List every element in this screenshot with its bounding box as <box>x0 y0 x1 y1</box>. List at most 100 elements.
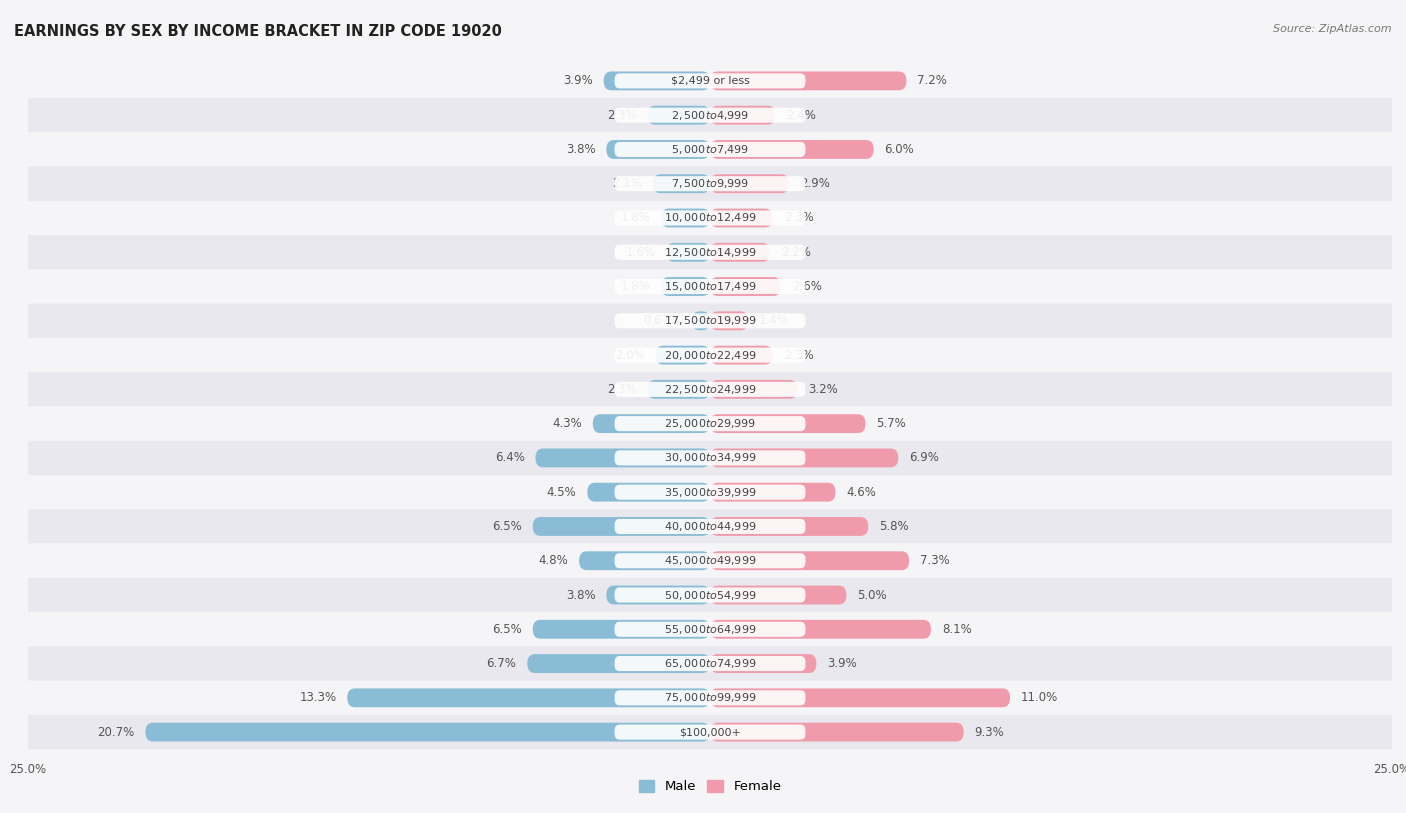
Text: 2.9%: 2.9% <box>800 177 830 190</box>
FancyBboxPatch shape <box>606 140 710 159</box>
Text: $20,000 to $22,499: $20,000 to $22,499 <box>664 349 756 362</box>
Text: 5.7%: 5.7% <box>876 417 905 430</box>
FancyBboxPatch shape <box>710 414 866 433</box>
Text: 2.2%: 2.2% <box>780 246 811 259</box>
FancyBboxPatch shape <box>710 106 776 124</box>
FancyBboxPatch shape <box>145 723 710 741</box>
FancyBboxPatch shape <box>710 654 817 673</box>
FancyBboxPatch shape <box>710 380 797 399</box>
FancyBboxPatch shape <box>606 585 710 604</box>
FancyBboxPatch shape <box>614 142 806 157</box>
Text: 6.4%: 6.4% <box>495 451 524 464</box>
FancyBboxPatch shape <box>614 245 806 260</box>
Text: $100,000+: $100,000+ <box>679 727 741 737</box>
FancyBboxPatch shape <box>28 544 1392 578</box>
Text: 5.8%: 5.8% <box>879 520 908 533</box>
Text: 4.6%: 4.6% <box>846 485 876 498</box>
FancyBboxPatch shape <box>661 277 710 296</box>
Text: Source: ZipAtlas.com: Source: ZipAtlas.com <box>1274 24 1392 34</box>
FancyBboxPatch shape <box>28 646 1392 680</box>
Text: EARNINGS BY SEX BY INCOME BRACKET IN ZIP CODE 19020: EARNINGS BY SEX BY INCOME BRACKET IN ZIP… <box>14 24 502 39</box>
FancyBboxPatch shape <box>710 209 773 228</box>
FancyBboxPatch shape <box>710 689 1010 707</box>
FancyBboxPatch shape <box>647 380 710 399</box>
Text: 6.0%: 6.0% <box>884 143 914 156</box>
Text: 2.6%: 2.6% <box>792 280 821 293</box>
Legend: Male, Female: Male, Female <box>633 775 787 798</box>
FancyBboxPatch shape <box>614 73 806 89</box>
FancyBboxPatch shape <box>692 311 710 330</box>
FancyBboxPatch shape <box>28 133 1392 167</box>
FancyBboxPatch shape <box>28 509 1392 544</box>
Text: $15,000 to $17,499: $15,000 to $17,499 <box>664 280 756 293</box>
FancyBboxPatch shape <box>710 620 931 639</box>
FancyBboxPatch shape <box>710 277 780 296</box>
FancyBboxPatch shape <box>28 372 1392 406</box>
FancyBboxPatch shape <box>28 98 1392 133</box>
FancyBboxPatch shape <box>614 382 806 397</box>
FancyBboxPatch shape <box>710 346 773 364</box>
Text: 3.8%: 3.8% <box>565 589 596 602</box>
Text: $17,500 to $19,999: $17,500 to $19,999 <box>664 315 756 328</box>
FancyBboxPatch shape <box>614 724 806 740</box>
Text: 7.2%: 7.2% <box>917 75 948 88</box>
Text: 6.7%: 6.7% <box>486 657 516 670</box>
Text: 9.3%: 9.3% <box>974 725 1004 738</box>
FancyBboxPatch shape <box>652 174 710 193</box>
FancyBboxPatch shape <box>579 551 710 570</box>
FancyBboxPatch shape <box>710 449 898 467</box>
Text: $65,000 to $74,999: $65,000 to $74,999 <box>664 657 756 670</box>
Text: 7.3%: 7.3% <box>920 554 950 567</box>
Text: 2.3%: 2.3% <box>783 211 814 224</box>
Text: 4.3%: 4.3% <box>553 417 582 430</box>
Text: 6.9%: 6.9% <box>910 451 939 464</box>
Text: $2,499 or less: $2,499 or less <box>671 76 749 86</box>
Text: 5.0%: 5.0% <box>858 589 887 602</box>
Text: 6.5%: 6.5% <box>492 520 522 533</box>
FancyBboxPatch shape <box>614 107 806 123</box>
Text: 20.7%: 20.7% <box>97 725 135 738</box>
Text: $22,500 to $24,999: $22,500 to $24,999 <box>664 383 756 396</box>
FancyBboxPatch shape <box>527 654 710 673</box>
FancyBboxPatch shape <box>661 209 710 228</box>
FancyBboxPatch shape <box>710 243 770 262</box>
Text: 1.8%: 1.8% <box>620 280 650 293</box>
FancyBboxPatch shape <box>614 656 806 671</box>
Text: $2,500 to $4,999: $2,500 to $4,999 <box>671 109 749 122</box>
FancyBboxPatch shape <box>28 578 1392 612</box>
FancyBboxPatch shape <box>655 346 710 364</box>
FancyBboxPatch shape <box>614 519 806 534</box>
FancyBboxPatch shape <box>710 311 748 330</box>
Text: 2.1%: 2.1% <box>612 177 643 190</box>
Text: $35,000 to $39,999: $35,000 to $39,999 <box>664 485 756 498</box>
Text: 4.5%: 4.5% <box>547 485 576 498</box>
FancyBboxPatch shape <box>28 338 1392 372</box>
FancyBboxPatch shape <box>28 441 1392 475</box>
Text: 13.3%: 13.3% <box>299 691 336 704</box>
FancyBboxPatch shape <box>710 551 910 570</box>
Text: $30,000 to $34,999: $30,000 to $34,999 <box>664 451 756 464</box>
FancyBboxPatch shape <box>28 406 1392 441</box>
FancyBboxPatch shape <box>28 680 1392 715</box>
Text: $10,000 to $12,499: $10,000 to $12,499 <box>664 211 756 224</box>
Text: $25,000 to $29,999: $25,000 to $29,999 <box>664 417 756 430</box>
FancyBboxPatch shape <box>710 174 789 193</box>
Text: 1.8%: 1.8% <box>620 211 650 224</box>
FancyBboxPatch shape <box>614 279 806 294</box>
FancyBboxPatch shape <box>603 72 710 90</box>
FancyBboxPatch shape <box>28 612 1392 646</box>
Text: 2.3%: 2.3% <box>606 383 637 396</box>
FancyBboxPatch shape <box>28 167 1392 201</box>
FancyBboxPatch shape <box>614 622 806 637</box>
Text: 1.4%: 1.4% <box>759 315 789 328</box>
FancyBboxPatch shape <box>347 689 710 707</box>
Text: 3.9%: 3.9% <box>827 657 858 670</box>
FancyBboxPatch shape <box>28 235 1392 269</box>
Text: $55,000 to $64,999: $55,000 to $64,999 <box>664 623 756 636</box>
FancyBboxPatch shape <box>614 416 806 431</box>
FancyBboxPatch shape <box>710 517 869 536</box>
Text: 4.8%: 4.8% <box>538 554 568 567</box>
FancyBboxPatch shape <box>614 485 806 500</box>
Text: 0.67%: 0.67% <box>644 315 681 328</box>
FancyBboxPatch shape <box>533 517 710 536</box>
